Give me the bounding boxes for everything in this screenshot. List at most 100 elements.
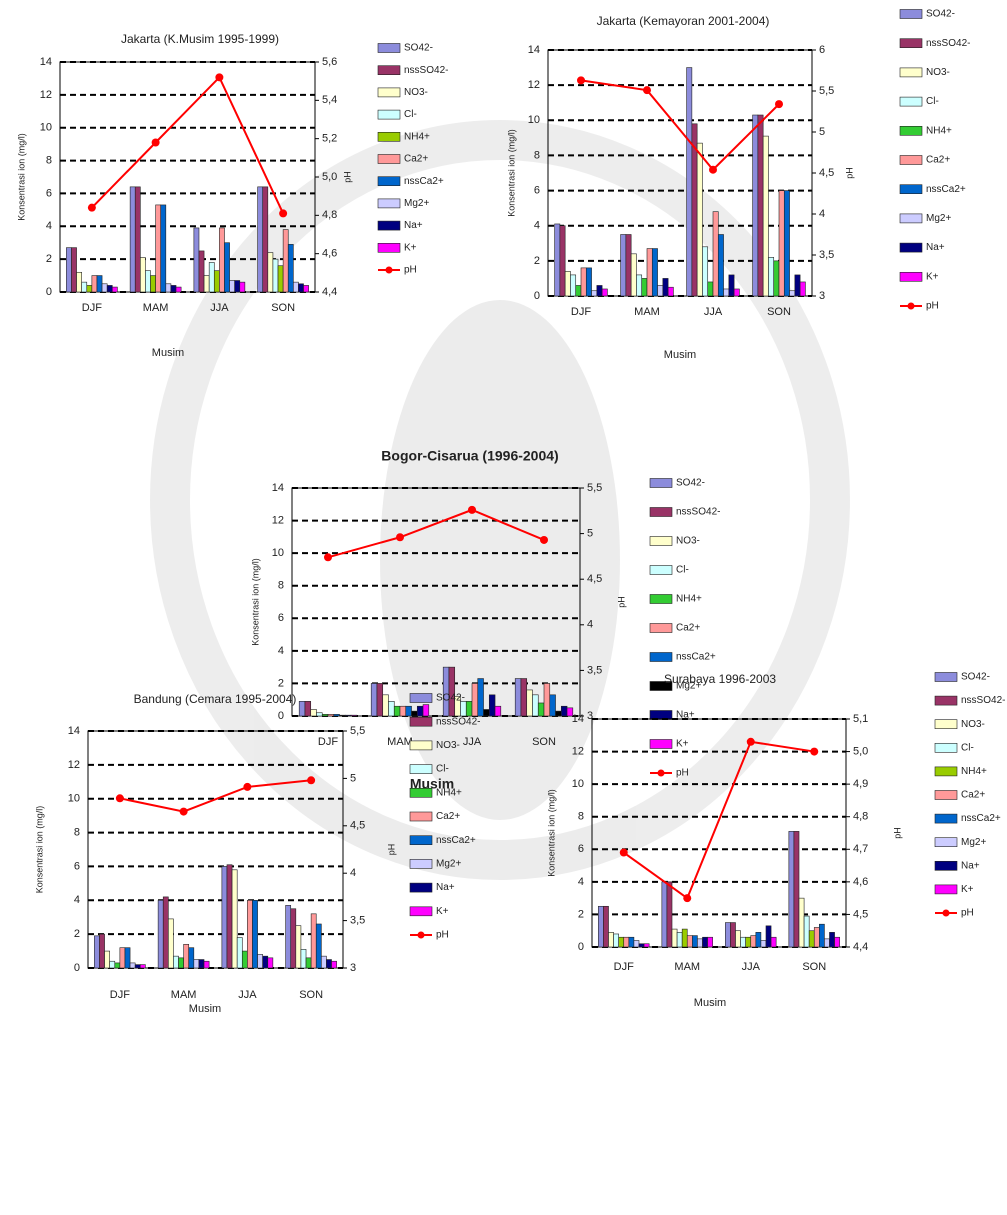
bar xyxy=(345,715,351,716)
bar xyxy=(761,940,766,947)
chart-title: Jakarta (Kemayoran 2001-2004) xyxy=(597,14,770,28)
legend-swatch xyxy=(410,694,432,703)
ph-marker xyxy=(683,894,691,902)
bar xyxy=(697,939,702,947)
legend-label: Mg2+ xyxy=(926,213,951,224)
bar xyxy=(326,960,331,968)
y-tick-label: 12 xyxy=(572,745,584,757)
bar xyxy=(311,914,316,968)
y-tick-label: 4 xyxy=(578,876,584,888)
bar xyxy=(388,701,394,716)
bar xyxy=(634,940,639,947)
bar xyxy=(687,936,692,947)
legend-swatch xyxy=(650,566,672,575)
bar xyxy=(550,695,556,716)
legend-swatch xyxy=(378,110,400,119)
legend-label: SO42- xyxy=(961,672,990,683)
x-tick-label: JJA xyxy=(238,989,257,1001)
bar xyxy=(658,285,663,296)
legend-label: K+ xyxy=(404,242,417,253)
bar xyxy=(163,897,168,968)
legend-swatch xyxy=(935,696,957,705)
legend-label: NO3- xyxy=(436,740,460,751)
legend-label: SO42- xyxy=(676,478,705,489)
y2-tick-label: 4,8 xyxy=(853,811,868,823)
bar xyxy=(166,284,171,292)
x-axis-label: Musim xyxy=(664,349,696,361)
bar xyxy=(423,705,429,716)
legend-swatch xyxy=(650,740,672,749)
bar xyxy=(538,703,544,716)
bar xyxy=(636,275,641,296)
bar xyxy=(576,285,581,296)
bar xyxy=(466,701,472,716)
bar xyxy=(140,965,145,968)
y2-tick-label: 3 xyxy=(819,290,825,302)
bar xyxy=(242,951,247,968)
legend-swatch xyxy=(378,44,400,53)
ph-marker xyxy=(279,209,287,217)
y2-tick-label: 3,5 xyxy=(350,915,365,927)
bar xyxy=(592,291,597,296)
bar xyxy=(697,143,702,296)
y-tick-label: 2 xyxy=(578,908,584,920)
ph-marker xyxy=(540,536,548,544)
ph-marker xyxy=(468,506,476,514)
ph-marker xyxy=(307,776,315,784)
bar xyxy=(814,927,819,947)
bar xyxy=(158,900,163,968)
bar xyxy=(702,937,707,947)
bar xyxy=(804,916,809,947)
bar xyxy=(199,960,204,968)
ph-marker xyxy=(810,748,818,756)
y2-axis-label: pH xyxy=(844,167,854,179)
bar xyxy=(82,282,87,292)
bar xyxy=(107,285,112,292)
legend-swatch xyxy=(900,185,922,194)
legend-label: pH xyxy=(926,301,939,312)
bar xyxy=(667,882,672,947)
bar xyxy=(194,228,199,292)
legend-swatch xyxy=(935,791,957,800)
bar xyxy=(77,272,82,292)
bar xyxy=(105,951,110,968)
y-tick-label: 8 xyxy=(46,154,52,166)
legend-label: SO42- xyxy=(926,9,955,20)
bar xyxy=(125,948,130,968)
legend-swatch xyxy=(650,537,672,546)
bar xyxy=(173,956,178,968)
bar xyxy=(702,247,707,296)
bar xyxy=(298,284,303,292)
bar xyxy=(110,961,115,968)
legend-marker xyxy=(908,303,915,310)
x-tick-label: DJF xyxy=(614,961,634,973)
bar xyxy=(209,262,214,292)
legend-swatch xyxy=(935,673,957,682)
bar xyxy=(273,259,278,292)
bar xyxy=(789,831,794,947)
bar xyxy=(561,706,567,716)
bar xyxy=(214,271,219,292)
bar xyxy=(204,276,209,292)
legend-swatch xyxy=(900,214,922,223)
bar xyxy=(296,926,301,968)
bar xyxy=(713,212,718,296)
legend-label: pH xyxy=(676,768,689,779)
legend-marker xyxy=(658,770,665,777)
bar xyxy=(227,865,232,968)
bar xyxy=(639,944,644,947)
x-tick-label: JJA xyxy=(704,306,723,318)
bar xyxy=(794,831,799,947)
legend-swatch xyxy=(935,885,957,894)
y2-tick-label: 4,6 xyxy=(322,248,337,260)
y-tick-label: 8 xyxy=(278,580,284,592)
bar xyxy=(156,205,161,292)
legend-label: NH4+ xyxy=(961,766,987,777)
legend-label: Mg2+ xyxy=(436,859,461,870)
bar xyxy=(489,695,495,716)
bar xyxy=(829,932,834,947)
y-tick-label: 12 xyxy=(68,759,80,771)
bar xyxy=(417,706,423,716)
bar xyxy=(729,275,734,296)
bar xyxy=(736,931,741,947)
